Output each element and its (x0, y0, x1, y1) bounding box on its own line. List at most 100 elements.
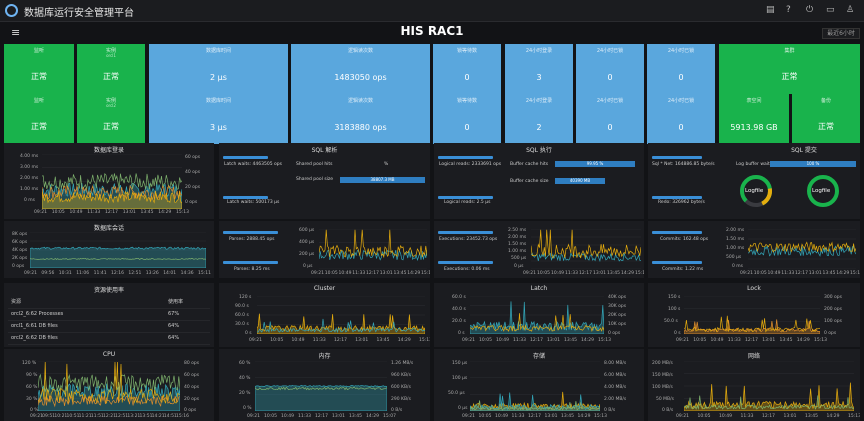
x-tick-label: 10:05 (478, 414, 492, 419)
stat-card[interactable]: 逻辑读次数 1483050 ops (291, 44, 430, 94)
stat-title: 锁等待数 (456, 48, 477, 54)
table-header: 资源 使用率 (8, 296, 210, 309)
x-tick-label: 13:45 (349, 414, 362, 419)
power-icon[interactable]: ⏻ (806, 5, 814, 15)
user-icon[interactable]: ♙ (846, 5, 855, 15)
stat-card[interactable]: 集群 正常 (719, 44, 860, 94)
y-axis-label: 200 μs (299, 252, 315, 257)
x-tick-label: 14:29 (366, 414, 379, 419)
x-tick-label: 15:13 (421, 271, 430, 276)
stat-card[interactable]: 备份 正常 (792, 94, 860, 144)
y-axis-label: 400 μs (299, 240, 315, 245)
y-axis-label: 20 ops (184, 397, 200, 402)
series-line (42, 190, 182, 209)
x-tick-label: 12:17 (315, 414, 328, 419)
app-logo-icon (5, 4, 18, 17)
stat-card[interactable]: 24小时已锁 0 (576, 44, 644, 94)
panel-title: SQL 执行 (526, 147, 552, 154)
stat-card[interactable]: 监听 正常 (4, 44, 74, 94)
stat-card[interactable]: 数据库时间 2 μs (149, 44, 288, 94)
stat-card[interactable]: 实例 orcl2 正常 (77, 94, 145, 144)
stat-card[interactable]: 24小时登录 3 (505, 44, 573, 94)
stat-value: 正常 (818, 122, 834, 131)
stat-value: 1483050 ops (334, 73, 387, 82)
y-axis-label: 20.0 s (452, 319, 466, 324)
stat-card[interactable]: 24小时已锁 0 (647, 44, 715, 94)
series-line (30, 258, 206, 260)
x-tick-label: 13:01 (783, 414, 797, 419)
series-line (257, 318, 425, 334)
panel-resources: 资源使用率 资源 使用率 orcl2_6:62 Processes 67% orcl… (4, 283, 214, 347)
document-icon[interactable]: ▤ (766, 5, 775, 15)
panel-title: 数据库会话 (93, 225, 124, 232)
col-header[interactable]: 资源 (8, 296, 165, 309)
y-axis-label: 40 % (239, 376, 251, 381)
stat-card[interactable]: 监听 正常 (4, 94, 74, 144)
y-axis-label: 200 MB/s (652, 361, 673, 366)
stat-card[interactable]: 逻辑读次数 3183880 ops (291, 94, 430, 144)
x-tick-label: 10:49 (338, 271, 352, 276)
stat-card[interactable]: 数据库时间 3 μs (149, 94, 288, 144)
stat-card[interactable]: 锁等待数 0 (433, 44, 501, 94)
stat-card[interactable]: 表空间 5913.98 GB (719, 94, 789, 144)
x-tick-label: 13:01 (355, 338, 369, 343)
stat-value: 2 μs (210, 73, 227, 82)
x-tick-label: 13:45 (376, 338, 390, 343)
stat-value: 0 (678, 73, 684, 82)
stat-card[interactable]: 24小时已锁 0 (647, 94, 715, 144)
panel-title: 内存 (318, 353, 331, 360)
y-axis-label: 40 ops (184, 385, 200, 390)
stat-card[interactable]: 锁等待数 0 (433, 94, 501, 144)
x-tick-label: 14:29 (407, 271, 421, 276)
x-tick-label: 12:17 (366, 271, 379, 276)
time-range-button[interactable]: 最近6小时 (822, 28, 860, 39)
stat-card[interactable]: 24小时已锁 0 (576, 94, 644, 144)
storage-chart (470, 361, 600, 411)
y-axis-label: 600 μs (299, 228, 315, 233)
commits2-label: Commits: 1.22 ms (662, 267, 704, 272)
resource-value: 64% (165, 320, 210, 333)
x-tick-label: 13:26 (145, 271, 159, 276)
x-tick-label: 10:49 (495, 414, 508, 419)
x-tick-label: 10:05 (51, 210, 65, 215)
stat-value: 0 (607, 123, 613, 132)
executions-minibar (438, 231, 493, 234)
x-tick-label: 13:45 (564, 338, 577, 343)
panel-title: Lock (747, 285, 761, 292)
series-line (470, 391, 600, 411)
y-axis-label: 1.00 ms (20, 187, 39, 192)
x-tick-label: 14:29 (158, 210, 172, 215)
x-tick-label: 10:05 (479, 338, 492, 343)
stat-title: 表空间 (746, 98, 762, 104)
monitor-icon[interactable]: ▭ (826, 5, 835, 15)
help-icon[interactable]: ? (786, 5, 791, 15)
logical-reads2-label: Logical reads: 2.5 μs (444, 200, 491, 205)
col-header[interactable]: 使用率 (165, 296, 210, 309)
logfile-gauge-label-2: Logfile (812, 188, 831, 194)
stat-value: 正常 (31, 72, 47, 81)
x-tick-label: 12:17 (530, 338, 543, 343)
x-tick-label: 12:51 (115, 414, 129, 419)
db-logins-chart (42, 154, 182, 209)
redo-minibar (652, 196, 702, 199)
y-axis-label: 200 ops (824, 307, 842, 312)
stat-title: 监听 (33, 48, 44, 54)
stat-card[interactable]: 实例 orcl1 正常 (77, 44, 145, 94)
y-axis-label: 0 ops (824, 331, 837, 336)
stat-title: 锁等待数 (456, 98, 477, 104)
y-axis-label: 40 ops (185, 170, 201, 175)
y-axis-label: 1.50 ms (726, 237, 745, 242)
x-tick-label: 15:13 (848, 414, 860, 419)
y-axis-label: 0 μs (303, 264, 313, 269)
x-tick-label: 13:45 (805, 414, 818, 419)
panel-title: 资源使用率 (93, 287, 124, 294)
x-tick-label: 11:33 (565, 271, 578, 276)
y-axis-label: 0 B/s (662, 408, 674, 413)
y-axis-label: 30.0 s (235, 322, 249, 327)
menu-icon[interactable]: ≡ (11, 26, 21, 39)
stat-card[interactable]: 24小时登录 2 (505, 94, 573, 144)
x-tick-label: 15:13 (850, 271, 860, 276)
y-axis-label: 6.00 MB/s (604, 373, 627, 378)
series-line (748, 241, 856, 253)
stat-value: 3 (536, 73, 542, 82)
